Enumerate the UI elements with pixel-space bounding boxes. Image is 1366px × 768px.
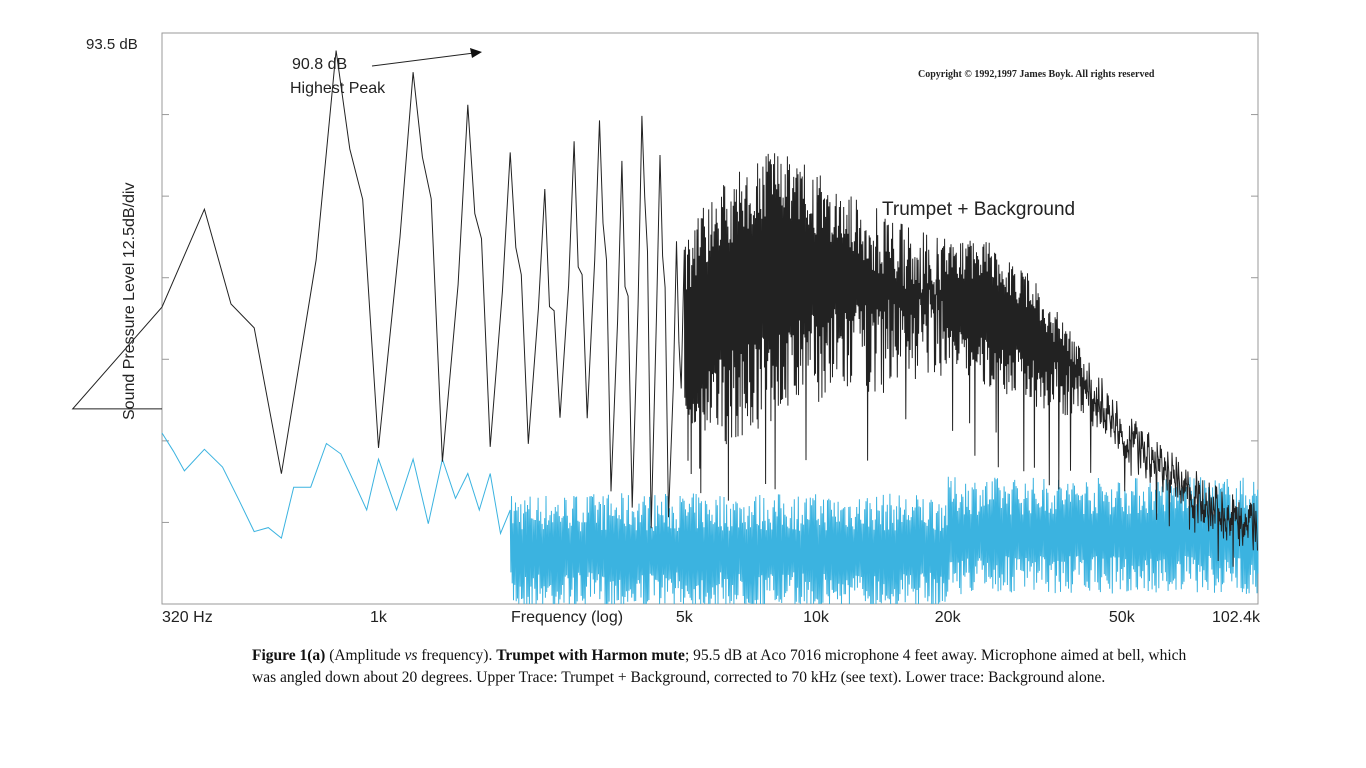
annotation-text: Highest Peak (290, 80, 386, 97)
trumpet-trace (71, 50, 1258, 567)
x-tick-label-6: 102.4k (1212, 609, 1261, 626)
x-tick-label-3: 10k (803, 609, 830, 626)
annotation-arrowhead (470, 48, 482, 58)
x-tick-label-4: 20k (935, 609, 962, 626)
x-tick-label-1: 1k (370, 609, 388, 626)
caption-figure-label: Figure 1(a) (252, 647, 326, 664)
caption-part3: ; 95.5 dB at Aco 7016 microphone 4 feet … (252, 647, 1187, 686)
series-label: Trumpet + Background (882, 199, 1075, 220)
copyright-notice: Copyright © 1992,1997 James Boyk. All ri… (918, 69, 1155, 80)
traces (71, 50, 1259, 605)
caption-vs: vs (404, 647, 418, 664)
caption-title: Trumpet with Harmon mute (496, 647, 685, 664)
x-tick-label-5: 50k (1109, 609, 1136, 626)
spectrum-chart: 93.5 dB Sound Pressure Level 12.5dB/div … (71, 32, 1261, 626)
caption-part1: (Amplitude (325, 647, 405, 664)
x-axis-label: Frequency (log) (511, 609, 623, 626)
y-axis-label: Sound Pressure Level 12.5dB/div (121, 183, 138, 420)
annotation-arrow (371, 52, 475, 67)
background-trace (161, 432, 1259, 605)
x-tick-labels: 320 Hz 1k 5k 10k 20k 50k 102.4k (162, 609, 1261, 626)
y-top-label: 93.5 dB (86, 36, 138, 53)
caption-part2: frequency). (417, 647, 497, 664)
annotation-value: 90.8 dB (292, 56, 347, 73)
x-tick-label-0: 320 Hz (162, 609, 213, 626)
x-tick-label-2: 5k (676, 609, 694, 626)
figure-caption: Figure 1(a) (Amplitude vs frequency). Tr… (252, 645, 1212, 689)
